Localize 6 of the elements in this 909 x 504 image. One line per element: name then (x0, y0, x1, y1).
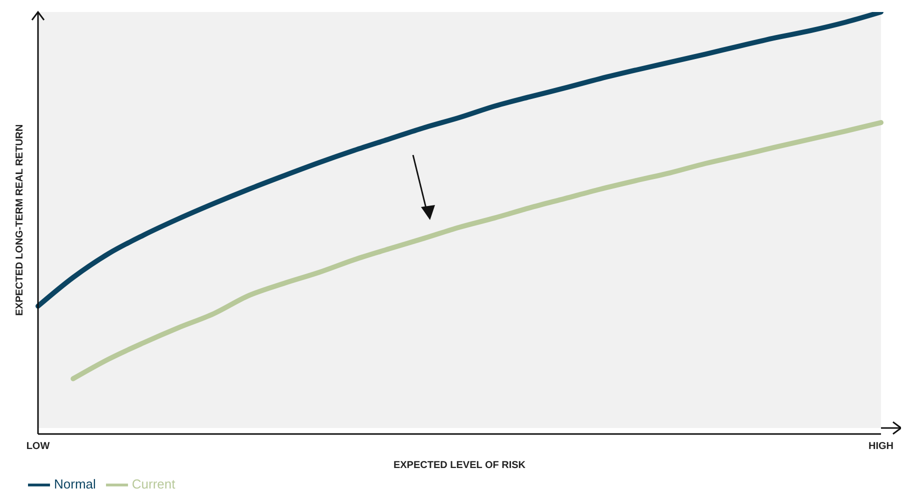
y-axis-title: EXPECTED LONG-TERM REAL RETURN (14, 124, 26, 316)
x-axis-title: EXPECTED LEVEL OF RISK (393, 460, 526, 471)
legend-label: Current (132, 476, 176, 492)
legend-label: Normal (54, 476, 96, 492)
x-tick-label: LOW (26, 441, 50, 452)
x-tick-label: HIGH (868, 441, 894, 452)
